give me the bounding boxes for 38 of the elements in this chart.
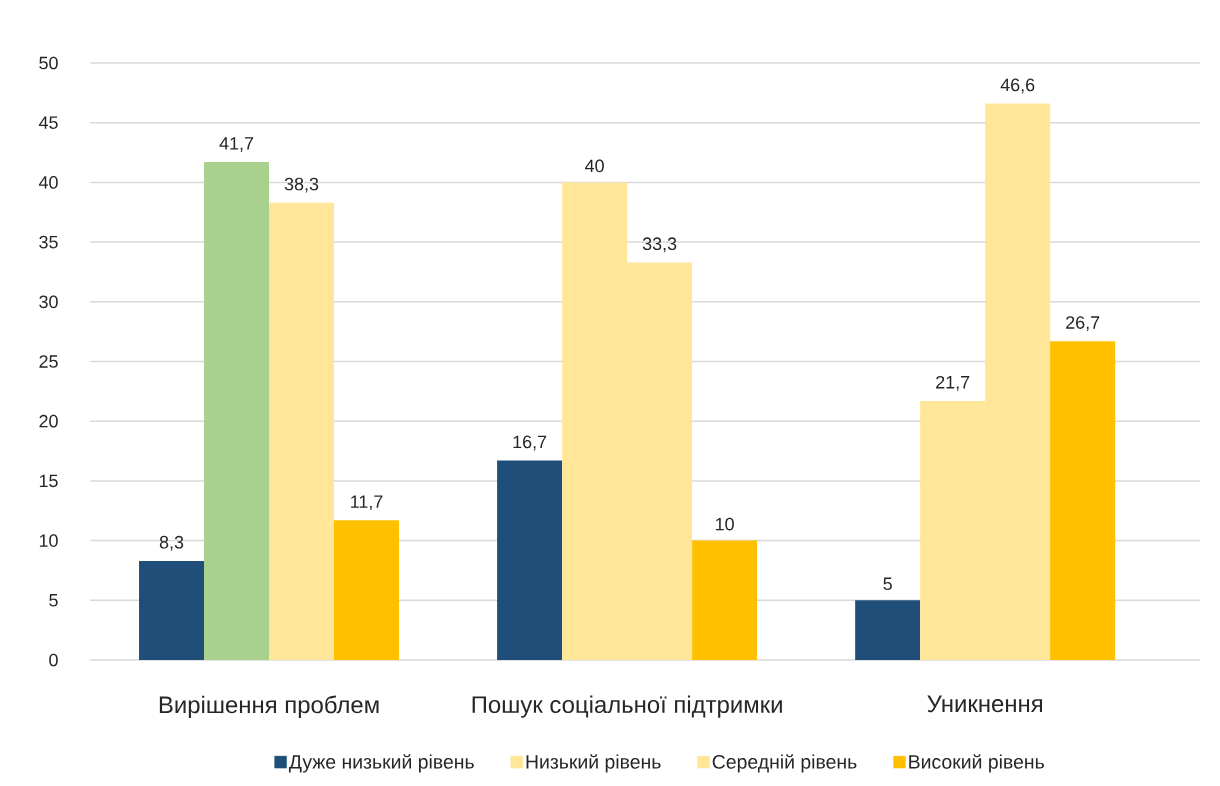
legend-label: Дуже низький рівень (288, 754, 474, 773)
legend-label: Високий рівень (909, 754, 1044, 773)
bar (204, 162, 270, 660)
y-tick-label: 25 (39, 355, 58, 368)
data-label: 5 (883, 577, 892, 591)
bar (269, 202, 335, 660)
data-label: 16,7 (513, 435, 547, 451)
bar (139, 560, 205, 660)
x-tick-label: Пошук соціальної підтримки (472, 695, 782, 718)
y-tick-label: 0 (49, 653, 58, 667)
data-label: 8,3 (159, 535, 184, 551)
data-label: 21,7 (936, 375, 970, 391)
y-tick-label: 35 (39, 235, 58, 249)
data-label: 26,7 (1066, 316, 1100, 331)
data-label: 40 (585, 159, 604, 173)
bar (497, 460, 563, 660)
data-label: 33,3 (642, 237, 677, 253)
bar (1050, 341, 1116, 660)
y-tick-label: 5 (49, 594, 58, 607)
x-tick-label: Уникнення (927, 695, 1043, 713)
y-tick-label: 50 (39, 56, 58, 70)
data-label: 10 (715, 517, 734, 531)
y-tick-label: 30 (39, 295, 58, 309)
legend-label: Низький рівень (526, 754, 661, 773)
data-label: 11,7 (351, 495, 383, 511)
data-label: 38,3 (284, 177, 319, 193)
x-tick-label: Вирішення проблем (159, 695, 379, 719)
y-tick-label: 45 (38, 116, 58, 129)
bar (855, 600, 921, 660)
data-label: 46,6 (1000, 78, 1035, 94)
bar (692, 540, 758, 660)
legend-label: Середній рівень (712, 754, 857, 773)
y-tick-label: 20 (39, 414, 58, 428)
y-tick-label: 10 (39, 534, 58, 547)
data-label: 41,7 (219, 137, 254, 152)
bar (334, 520, 400, 660)
y-tick-label: 40 (38, 176, 58, 189)
y-tick-label: 15 (39, 474, 58, 488)
